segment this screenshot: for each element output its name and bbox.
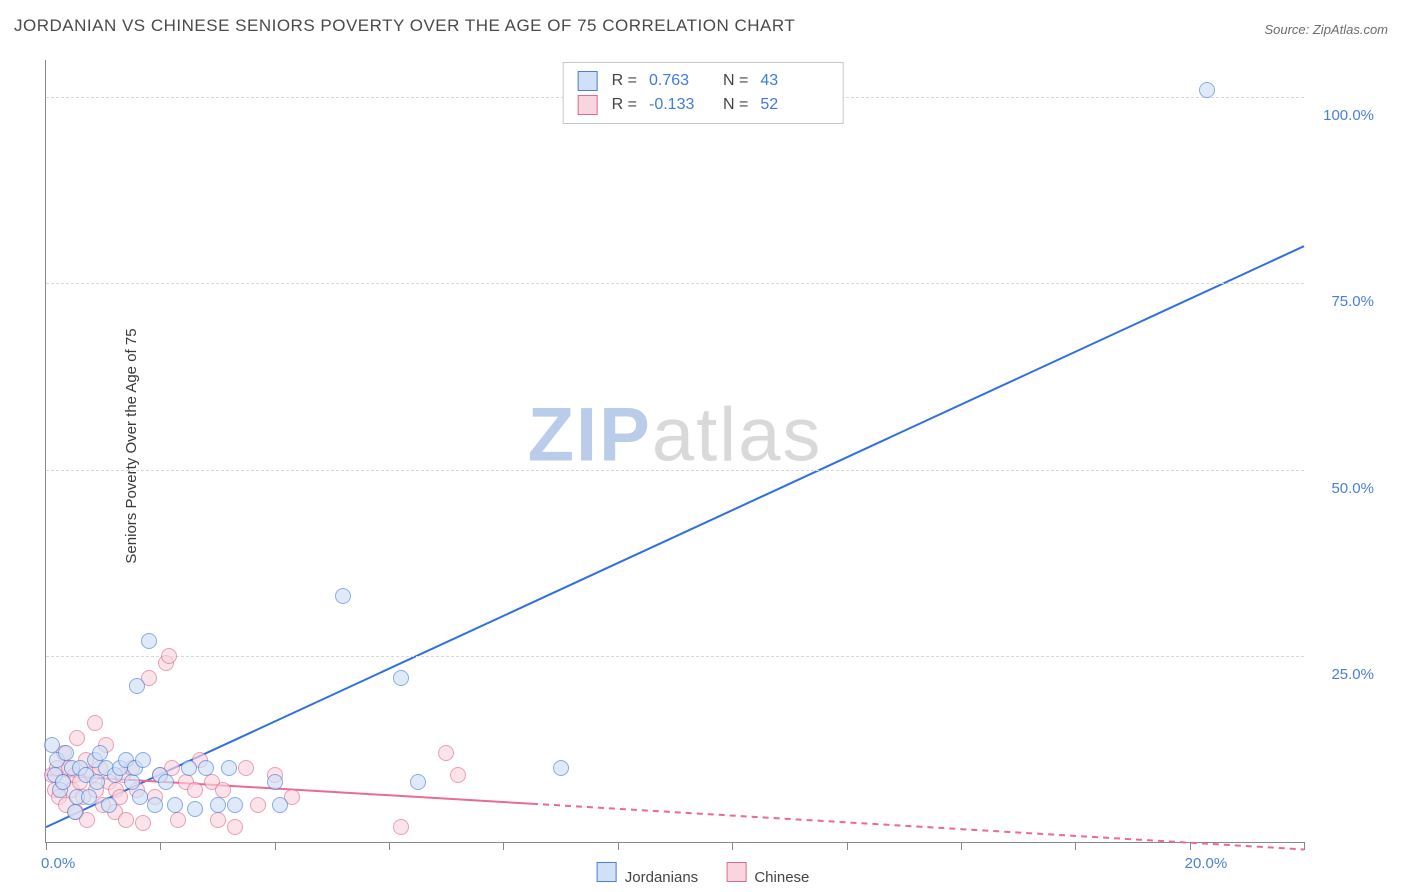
data-point: [393, 819, 409, 835]
stats-legend-box: R = 0.763 N = 43 R = -0.133 N = 52: [563, 62, 844, 124]
data-point: [55, 774, 71, 790]
x-tick: [961, 842, 962, 850]
data-point: [410, 774, 426, 790]
data-point: [147, 797, 163, 813]
data-point: [81, 789, 97, 805]
x-tick: [389, 842, 390, 850]
x-tick-label: 20.0%: [1185, 855, 1228, 872]
x-tick: [847, 842, 848, 850]
stat-n-label: N =: [723, 93, 748, 117]
stat-r-value-jordanians: 0.763: [649, 69, 713, 93]
x-tick: [1190, 842, 1191, 850]
swatch-jordanians-icon: [597, 862, 617, 882]
data-point: [58, 745, 74, 761]
data-point: [129, 678, 145, 694]
data-point: [181, 760, 197, 776]
data-point: [161, 648, 177, 664]
x-tick: [1075, 842, 1076, 850]
data-point: [170, 812, 186, 828]
data-point: [450, 767, 466, 783]
data-point: [221, 760, 237, 776]
data-point: [227, 797, 243, 813]
legend-item-chinese: Chinese: [726, 862, 809, 886]
data-point: [187, 801, 203, 817]
chart-plot-area: ZIPatlas 25.0%50.0%75.0%100.0%0.0%20.0%: [45, 60, 1304, 843]
gridline: [46, 656, 1304, 657]
data-point: [141, 633, 157, 649]
stat-n-value-jordanians: 43: [760, 69, 824, 93]
stat-n-value-chinese: 52: [760, 93, 824, 117]
data-point: [210, 797, 226, 813]
data-point: [335, 588, 351, 604]
data-point: [167, 797, 183, 813]
data-point: [272, 797, 288, 813]
x-tick: [1304, 842, 1305, 850]
source-attribution: Source: ZipAtlas.com: [1264, 22, 1388, 37]
y-tick-label: 25.0%: [1331, 666, 1374, 683]
data-point: [553, 760, 569, 776]
x-tick: [503, 842, 504, 850]
gridline: [46, 283, 1304, 284]
x-tick: [275, 842, 276, 850]
stat-r-label: R =: [612, 69, 637, 93]
x-tick: [618, 842, 619, 850]
stats-row-chinese: R = -0.133 N = 52: [578, 93, 825, 117]
data-point: [87, 715, 103, 731]
data-point: [158, 774, 174, 790]
y-tick-label: 100.0%: [1323, 107, 1374, 124]
legend-item-jordanians: Jordanians: [597, 862, 699, 886]
data-point: [135, 815, 151, 831]
x-tick-label: 0.0%: [41, 855, 75, 872]
data-point: [101, 797, 117, 813]
swatch-jordanians: [578, 71, 598, 91]
regression-lines: [46, 60, 1304, 842]
data-point: [215, 782, 231, 798]
x-tick: [160, 842, 161, 850]
data-point: [198, 760, 214, 776]
swatch-chinese: [578, 95, 598, 115]
data-point: [135, 752, 151, 768]
stat-r-label: R =: [612, 93, 637, 117]
legend-label-jordanians: Jordanians: [625, 869, 698, 886]
stat-n-label: N =: [723, 69, 748, 93]
legend-label-chinese: Chinese: [754, 869, 809, 886]
stat-r-value-chinese: -0.133: [649, 93, 713, 117]
data-point: [393, 670, 409, 686]
bottom-legend: Jordanians Chinese: [597, 862, 810, 886]
data-point: [238, 760, 254, 776]
data-point: [187, 782, 203, 798]
data-point: [124, 774, 140, 790]
data-point: [227, 819, 243, 835]
chart-title: JORDANIAN VS CHINESE SENIORS POVERTY OVE…: [14, 16, 795, 36]
stats-row-jordanians: R = 0.763 N = 43: [578, 69, 825, 93]
y-tick-label: 50.0%: [1331, 480, 1374, 497]
data-point: [210, 812, 226, 828]
data-point: [92, 745, 108, 761]
x-tick: [732, 842, 733, 850]
data-point: [250, 797, 266, 813]
x-tick: [46, 842, 47, 850]
data-point: [1199, 82, 1215, 98]
gridline: [46, 470, 1304, 471]
swatch-chinese-icon: [726, 862, 746, 882]
y-tick-label: 75.0%: [1331, 293, 1374, 310]
data-point: [89, 774, 105, 790]
data-point: [438, 745, 454, 761]
data-point: [67, 804, 83, 820]
data-point: [69, 730, 85, 746]
data-point: [118, 812, 134, 828]
data-point: [267, 774, 283, 790]
